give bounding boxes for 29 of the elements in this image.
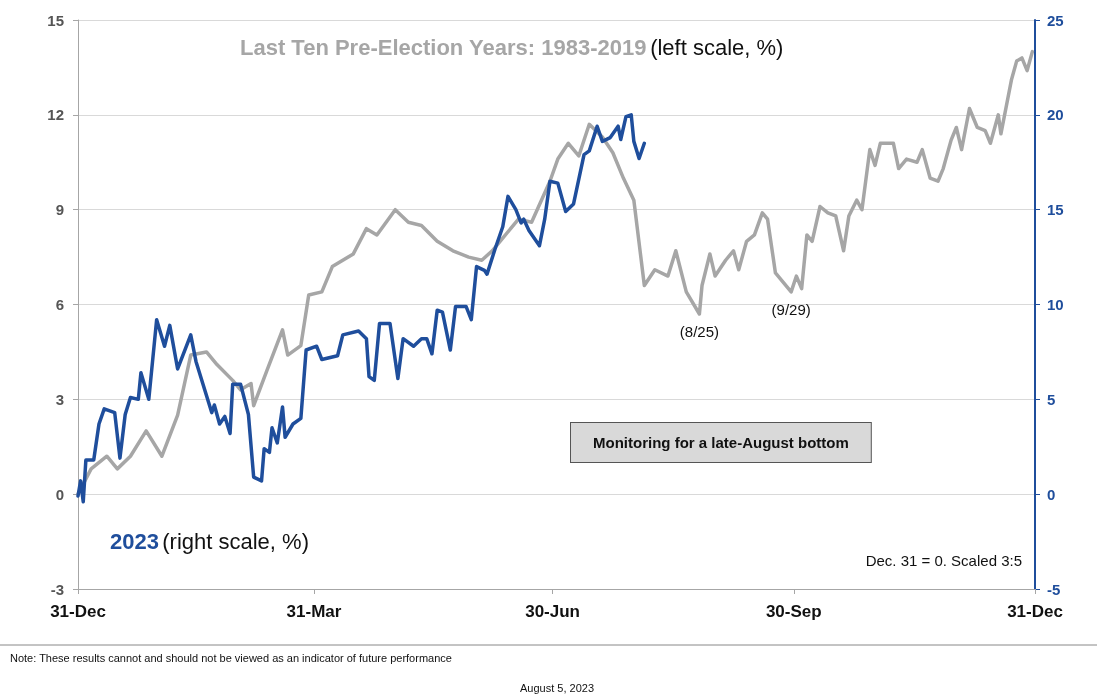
annotation: Dec. 31 = 0. Scaled 3:5 [865,552,1023,569]
annotation: (9/29) [771,300,811,318]
y-tick-label: 6 [55,296,64,313]
y2-tick-label: 25 [1047,11,1064,29]
y2-tick-label: 20 [1047,106,1064,124]
annotation: Monitoring for a late-August bottom [593,434,849,451]
annotation: (left scale, %) [650,34,784,60]
y-tick-label: -3 [50,580,64,598]
text: Note: These results cannot and should not be viewed as an indicator of future performance [10,651,452,664]
y2-tick-label: 15 [1047,201,1064,219]
x-tick-label: 31-Mar [286,602,342,621]
series-label: 2023 [110,528,159,554]
x-tick-label: 31-Dec [50,602,106,621]
y-tick-label: 15 [47,11,64,29]
y2-tick-label: -5 [1047,580,1061,598]
x-tick-label: 31-Dec [1007,602,1063,621]
y2-tick-label: 10 [1047,296,1064,313]
y-tick-label: 0 [55,485,64,503]
text: Last Ten Pre-Election Years: 1983-2019 [240,34,647,60]
annotation: (right scale, %) [162,528,309,554]
y2-tick-label: 5 [1047,390,1056,408]
x-tick-label: 30-Sep [765,602,822,621]
y-tick-label: 3 [55,390,64,408]
y2-tick-label: 0 [1047,485,1056,503]
text: August 5, 2023 [520,681,595,694]
x-tick-label: 30-Jun [525,602,580,621]
y-tick-label: 12 [47,106,64,124]
y-tick-label: 9 [55,201,64,219]
annotation: (8/25) [679,322,719,340]
